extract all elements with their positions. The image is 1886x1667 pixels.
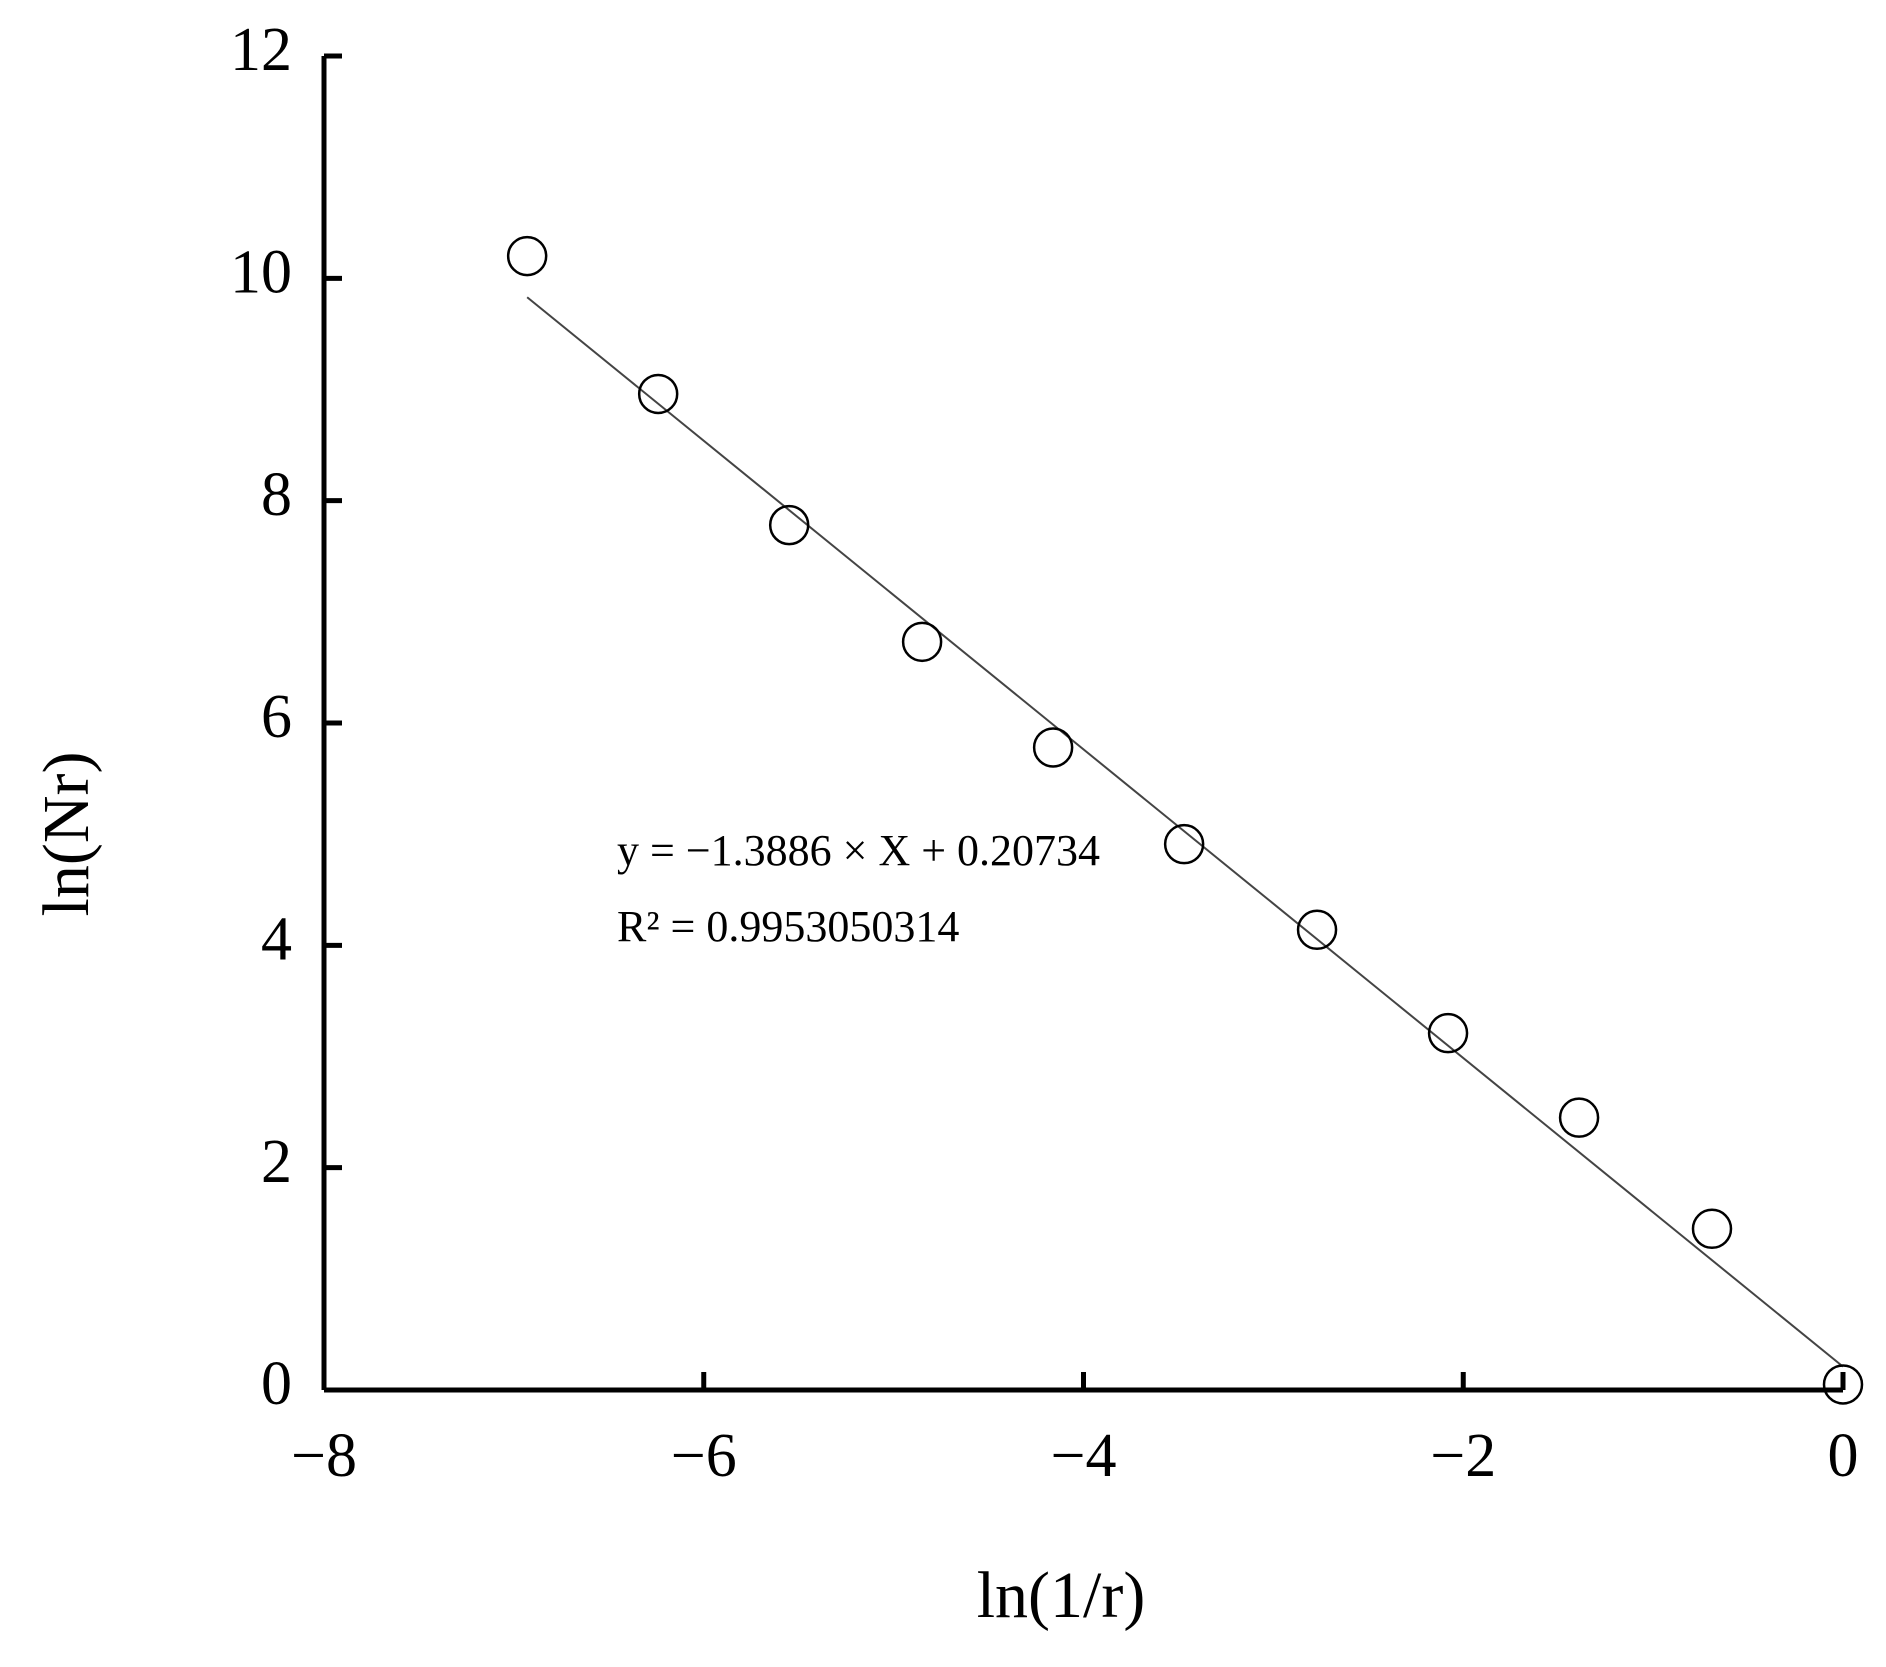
data-point: [1822, 1364, 1864, 1405]
data-point: [637, 373, 679, 415]
data-point: [1163, 823, 1205, 865]
y-axis-label: ln(Nr): [30, 752, 103, 917]
y-tick-label: 12: [230, 16, 292, 84]
y-tick-label: 4: [261, 906, 292, 974]
y-tick-label: 8: [261, 461, 292, 529]
equation: y = −1.3886 × X + 0.20734: [617, 826, 1100, 875]
data-point: [506, 235, 548, 277]
x-tick-label: −8: [291, 1422, 357, 1490]
data-point: [1032, 727, 1074, 768]
data-point: [901, 621, 943, 663]
data-point: [768, 504, 810, 546]
r-squared: R² = 0.9953050314: [617, 902, 959, 951]
y-tick-label: 0: [261, 1350, 292, 1418]
y-tick-label: 6: [261, 683, 292, 751]
data-point: [1427, 1012, 1469, 1054]
y-tick-label: 2: [261, 1128, 292, 1196]
data-point: [1691, 1208, 1733, 1250]
y-tick-label: 10: [230, 239, 292, 307]
x-tick-label: −4: [1051, 1422, 1117, 1490]
x-axis-label: ln(1/r): [977, 1559, 1146, 1632]
data-point: [1296, 909, 1338, 951]
x-tick-label: −2: [1430, 1422, 1496, 1490]
trend-line: [526, 296, 1844, 1368]
data-point: [1558, 1097, 1600, 1138]
x-tick-label: −6: [671, 1422, 737, 1490]
x-tick-label: 0: [1828, 1422, 1859, 1490]
